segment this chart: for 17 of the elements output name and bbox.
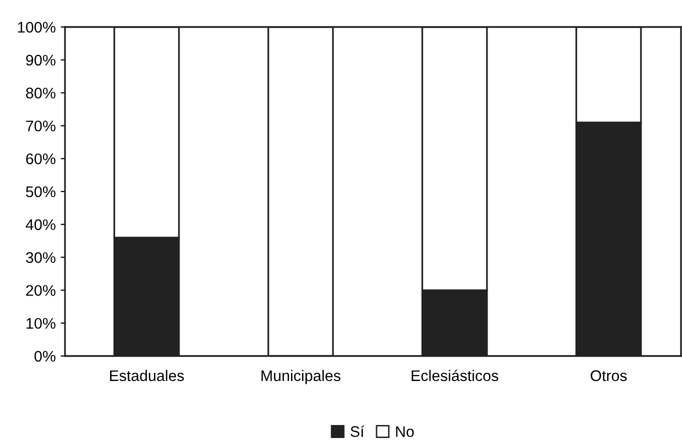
y-tick-label: 20%: [26, 285, 56, 296]
y-tick-label: 10%: [26, 318, 56, 329]
y-tick-label: 90%: [26, 54, 56, 66]
x-tick-label: Estaduales: [110, 370, 184, 382]
legend-label: No: [396, 426, 414, 437]
y-tick-label: 60%: [26, 153, 56, 164]
legend-label: Sí: [350, 426, 364, 437]
y-tick-label: 0%: [34, 350, 56, 362]
x-tick-label: Otros: [590, 370, 627, 382]
y-tick-label: 30%: [26, 252, 56, 263]
y-tick-label: 80%: [26, 88, 56, 98]
y-tick-label: 50%: [26, 186, 56, 198]
y-tick-label: 40%: [26, 219, 56, 230]
y-tick-label: 70%: [26, 120, 56, 132]
y-tick-label: 100%: [18, 22, 56, 33]
x-tick-label: Eclesiásticos: [412, 370, 498, 382]
x-tick-label: Municipales: [262, 370, 340, 384]
